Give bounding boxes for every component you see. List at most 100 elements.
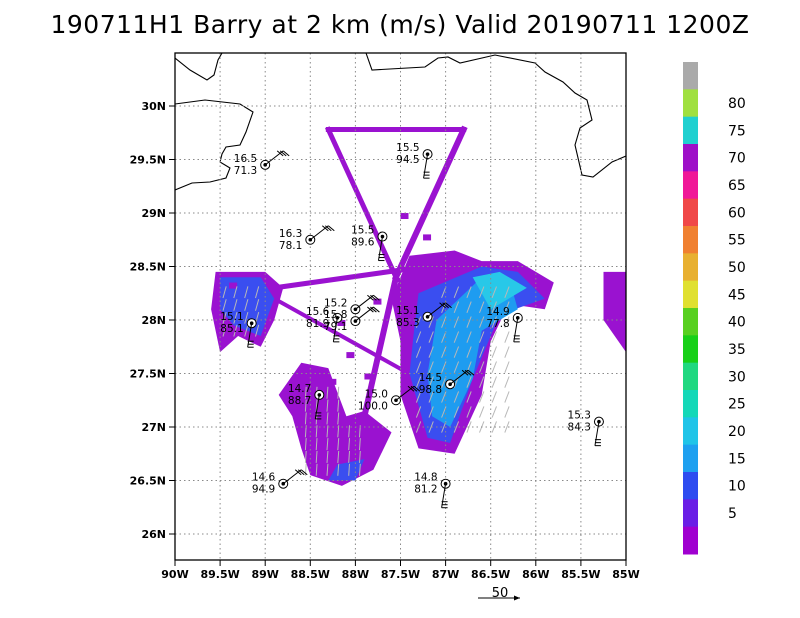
wind-arrow bbox=[244, 299, 249, 311]
wind-arrow bbox=[504, 376, 510, 388]
wind-arrow bbox=[244, 311, 249, 324]
wind-barb-feather bbox=[410, 385, 418, 392]
wind-arrow bbox=[233, 324, 238, 337]
wind-arrow bbox=[428, 376, 434, 388]
y-tick-label: 26N bbox=[141, 528, 166, 541]
colorbar-segment bbox=[683, 390, 698, 418]
wind-arrow bbox=[453, 331, 460, 343]
x-tick-label: 85W bbox=[612, 568, 639, 581]
station-value: 85.1 bbox=[220, 323, 243, 335]
x-tick-label: 89W bbox=[251, 568, 278, 581]
wind-barb-feather bbox=[407, 385, 415, 392]
wind-arrow bbox=[479, 301, 485, 313]
field-east-20 bbox=[472, 271, 527, 310]
wind-barb bbox=[247, 323, 253, 348]
wind-arrow bbox=[453, 346, 460, 358]
wind-arrow bbox=[466, 316, 472, 328]
station-speed: 16.3 bbox=[279, 228, 302, 240]
station-speed: 15.6 bbox=[306, 306, 330, 318]
colorbar-segment bbox=[683, 499, 698, 528]
wind-barb-feather bbox=[467, 369, 475, 376]
wind-arrow bbox=[326, 438, 329, 451]
colorbar: 5 10 15 20 25 30 35 40 45 50 55 60 65 70 75 80 bbox=[683, 62, 746, 555]
wind-arrow bbox=[337, 438, 340, 451]
track-left bbox=[325, 126, 400, 281]
wind-barb-feather bbox=[297, 469, 305, 476]
wind-arrow bbox=[337, 425, 340, 438]
wind-arrow bbox=[491, 346, 497, 358]
station-speed: 15.3 bbox=[568, 410, 591, 422]
y-tick-label: 26.5N bbox=[130, 475, 166, 488]
wind-arrow bbox=[504, 361, 510, 373]
station: 15.2 bbox=[324, 294, 380, 315]
reference-vector-label: 50 bbox=[491, 586, 509, 601]
station-speed: 15.0 bbox=[365, 388, 388, 400]
wind-arrow bbox=[359, 463, 361, 476]
wind-arrow bbox=[466, 346, 472, 358]
wind-barb bbox=[332, 317, 338, 342]
wind-arrow bbox=[504, 301, 510, 313]
field-speck bbox=[423, 234, 432, 241]
wind-arrow bbox=[222, 286, 227, 299]
wind-arrows bbox=[222, 286, 510, 476]
station-value: 94.5 bbox=[396, 154, 419, 166]
colorbar-label: 45 bbox=[728, 287, 746, 303]
x-tick-label: 88W bbox=[342, 568, 369, 581]
wind-arrow bbox=[491, 316, 497, 328]
wind-arrow bbox=[479, 406, 485, 418]
station-value: 89.6 bbox=[351, 237, 375, 249]
y-tick-label: 30N bbox=[141, 100, 166, 113]
wind-barb bbox=[513, 317, 519, 342]
colorbar-segment bbox=[683, 308, 698, 336]
station: 16.571.3 bbox=[234, 150, 290, 177]
coastline-north bbox=[175, 53, 223, 81]
colorbar-label: 15 bbox=[728, 451, 746, 467]
colorbar-segment bbox=[683, 171, 698, 200]
wind-arrow bbox=[466, 406, 472, 418]
wind-arrow bbox=[504, 406, 510, 418]
wind-barb bbox=[423, 154, 429, 179]
colorbar-segment bbox=[683, 144, 698, 172]
wind-arrow bbox=[415, 376, 422, 388]
wind-barb-feather bbox=[276, 150, 284, 157]
station: 15.185.1 bbox=[220, 311, 257, 348]
wind-barb-feather bbox=[367, 306, 374, 313]
wind-barb-feather bbox=[300, 469, 308, 476]
wind-arrow bbox=[428, 316, 434, 328]
colorbar-label: 10 bbox=[728, 479, 746, 495]
wind-arrow bbox=[491, 391, 497, 403]
colorbar-segment bbox=[683, 89, 698, 118]
wind-arrow bbox=[255, 286, 260, 299]
wind-arrow bbox=[491, 376, 497, 388]
wind-barb bbox=[441, 483, 447, 508]
wind-arrow bbox=[491, 331, 497, 343]
wind-arrow bbox=[479, 346, 485, 358]
wind-arrow bbox=[415, 331, 422, 343]
wind-arrow bbox=[453, 421, 460, 433]
chart-title: 190711H1 Barry at 2 km (m/s) Valid 20190… bbox=[50, 10, 750, 39]
wind-arrow bbox=[233, 311, 238, 324]
field-speck bbox=[337, 320, 346, 326]
coastline-east bbox=[365, 53, 626, 178]
station-value: 81.2 bbox=[414, 484, 437, 496]
station-value: 98.8 bbox=[419, 384, 442, 396]
colorbar-label: 70 bbox=[728, 151, 746, 167]
colorbar-segment bbox=[683, 472, 698, 500]
wind-arrow bbox=[326, 399, 329, 412]
wind-arrow bbox=[428, 421, 434, 433]
dropsonde-stations: 16.571.315.594.516.378.115.589.615.215.6… bbox=[220, 142, 604, 509]
wind-arrow bbox=[222, 299, 227, 311]
wind-arrow bbox=[491, 361, 497, 373]
track-right bbox=[392, 125, 468, 282]
station-value: 94.9 bbox=[252, 484, 275, 496]
station-value: 85.3 bbox=[396, 317, 419, 329]
x-tick-label: 87W bbox=[432, 568, 459, 581]
wind-arrow bbox=[315, 399, 318, 412]
wind-arrow bbox=[453, 286, 460, 298]
wind-arrow bbox=[479, 331, 485, 343]
station: 15.594.5 bbox=[396, 142, 433, 179]
wind-arrow bbox=[504, 316, 510, 328]
field-speck bbox=[328, 378, 337, 385]
y-tick-label: 27.5N bbox=[130, 368, 166, 381]
wind-arrow bbox=[337, 412, 340, 425]
